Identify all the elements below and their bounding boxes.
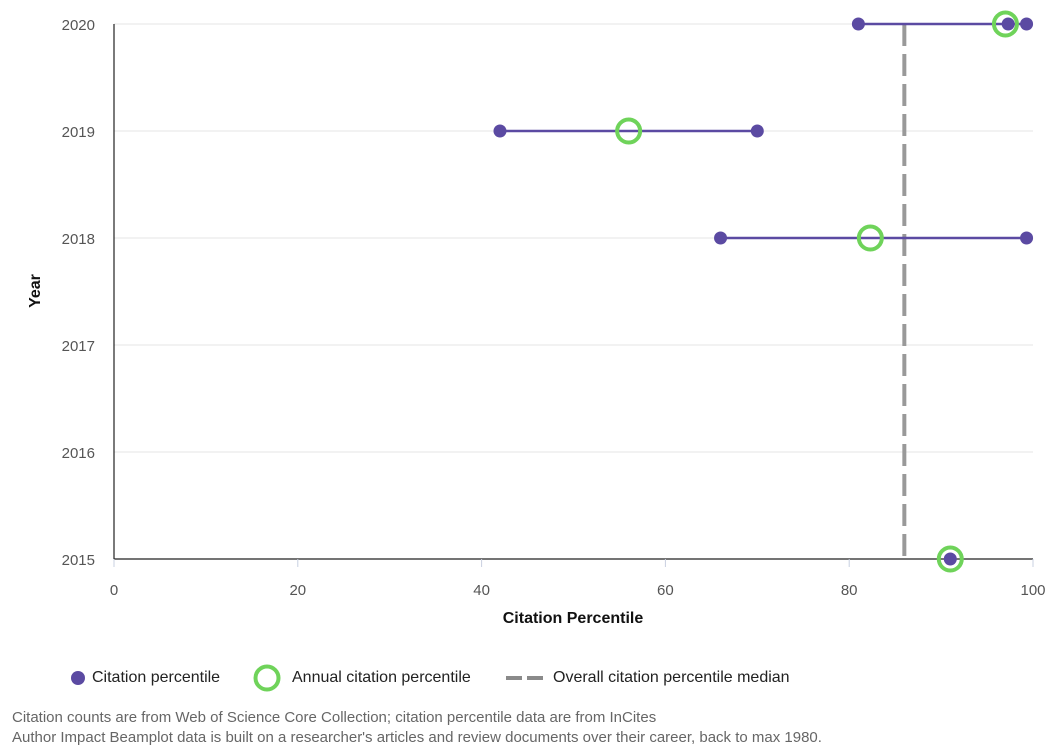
x-tick-label: 60 xyxy=(657,582,674,599)
footer-data-note: Author Impact Beamplot data is built on … xyxy=(12,729,822,746)
citation-point-2020 xyxy=(1020,17,1034,31)
citation-point-2018 xyxy=(714,231,728,245)
y-axis-title: Year xyxy=(27,274,44,308)
y-tick-label: 2017 xyxy=(62,338,95,355)
citation-point-2020 xyxy=(851,17,865,31)
citation-point-2015 xyxy=(943,552,957,566)
purple-dot-icon xyxy=(71,671,85,685)
annual-ring-2019 xyxy=(615,117,643,145)
citation-point-2019 xyxy=(493,124,507,138)
beamplot-chart: 0 20 40 60 80 100 2015 2016 2017 2018 2019 2020 Cita… xyxy=(27,10,1046,627)
legend-label-citation-percentile: Citation percentile xyxy=(92,669,221,686)
footer-source-note: Citation counts are from Web of Science … xyxy=(12,709,657,726)
x-axis-title: Citation Percentile xyxy=(503,610,644,627)
beamplot-svg: 0 20 40 60 80 100 2015 2016 2017 2018 2019 2020 Cita… xyxy=(27,10,1046,627)
legend-label-overall-median: Overall citation percentile median xyxy=(553,669,790,686)
legend-item-overall-median[interactable]: Overall citation percentile median xyxy=(506,664,790,692)
y-tick-label: 2015 xyxy=(62,552,95,569)
legend-label-annual-citation-percentile: Annual citation percentile xyxy=(292,669,471,686)
annual-ring-2020 xyxy=(991,10,1019,38)
citation-point-2020 xyxy=(1001,17,1015,31)
chart-footer: Citation counts are from Web of Science … xyxy=(12,708,1042,748)
x-tick-label: 0 xyxy=(110,582,118,599)
x-tick-label: 40 xyxy=(473,582,490,599)
annual-ring-2018 xyxy=(856,224,884,252)
x-tick-label: 100 xyxy=(1020,582,1045,599)
citation-point-2019 xyxy=(750,124,764,138)
y-tick-label: 2020 xyxy=(62,17,95,34)
x-tick-label: 20 xyxy=(289,582,306,599)
green-ring-icon xyxy=(253,664,281,692)
y-tick-label: 2018 xyxy=(62,231,95,248)
legend-item-citation-percentile[interactable]: Citation percentile xyxy=(69,664,220,692)
legend-item-annual-citation-percentile[interactable]: Annual citation percentile xyxy=(252,664,471,692)
y-tick-label: 2016 xyxy=(62,445,95,462)
citation-point-2018 xyxy=(1020,231,1034,245)
x-tick-label: 80 xyxy=(841,582,858,599)
chart-legend: Citation percentile Annual citation perc… xyxy=(0,664,1051,692)
y-tick-label: 2019 xyxy=(62,124,95,141)
annual-ring-2015 xyxy=(936,545,964,573)
dashed-line-icon xyxy=(506,676,546,680)
